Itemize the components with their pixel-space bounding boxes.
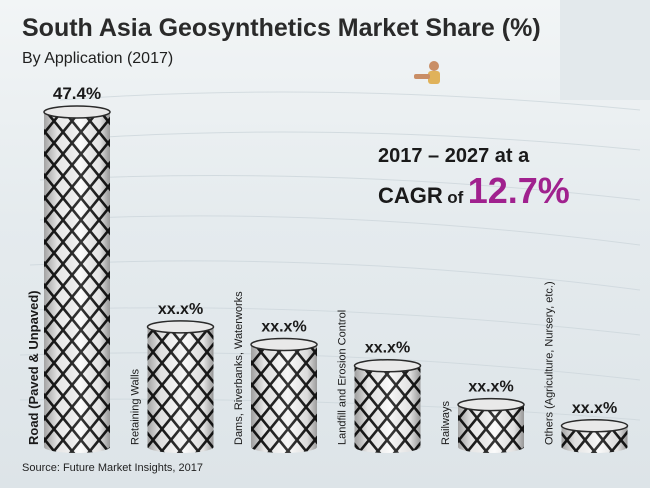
bar-top-cap — [250, 337, 318, 352]
bar-shading — [354, 359, 421, 453]
category-label-retaining-walls: Retaining Walls — [130, 368, 142, 445]
data-label-landfill-and-erosion-control: xx.x% — [365, 340, 410, 357]
bar-top-cap — [560, 419, 629, 433]
bar-dams-riverbanks-waterworks — [250, 337, 318, 453]
bar-landfill-and-erosion-control — [353, 358, 422, 453]
bar-retaining-walls — [146, 320, 215, 453]
source-note: Source: Future Market Insights, 2017 — [22, 462, 203, 474]
data-label-railways: xx.x% — [468, 379, 513, 396]
bar-shading — [251, 338, 317, 453]
data-label-others-agriculture-nursery-etc: xx.x% — [572, 400, 617, 417]
cagr-period-text: 2017 – 2027 at a — [378, 145, 530, 167]
data-label-road-paved-unpaved: 47.4% — [53, 84, 101, 103]
worker-figure — [414, 61, 440, 84]
bar-road-paved-unpaved — [43, 105, 111, 453]
category-label-dams-riverbanks-waterworks: Dams, Riverbanks, Waterworks — [233, 291, 245, 445]
bar-shading — [44, 106, 110, 453]
data-label-retaining-walls: xx.x% — [158, 301, 203, 318]
data-label-dams-riverbanks-waterworks: xx.x% — [261, 319, 306, 336]
category-label-road-paved-unpaved: Road (Paved & Unpaved) — [26, 290, 41, 445]
bar-others-agriculture-nursery-etc — [560, 419, 629, 453]
bar-railways — [457, 397, 525, 453]
bar-top-cap — [43, 105, 111, 119]
cagr-value: 12.7% — [467, 170, 570, 211]
category-label-others-agriculture-nursery-etc: Others (Agriculture, Nursery, etc.) — [544, 281, 556, 445]
bar-shading — [147, 320, 214, 453]
cagr-statement: CAGR of 12.7% — [378, 170, 570, 212]
cagr-label: CAGR — [378, 183, 443, 208]
chart-title: South Asia Geosynthetics Market Share (%… — [22, 14, 541, 42]
bar-top-cap — [457, 397, 525, 412]
bar-top-cap — [353, 358, 422, 373]
cagr-of-text: of — [447, 188, 464, 207]
bar-top-cap — [146, 320, 215, 334]
category-label-landfill-and-erosion-control: Landfill and Erosion Control — [337, 310, 349, 445]
chart-subtitle: By Application (2017) — [22, 50, 174, 67]
category-label-railways: Railways — [440, 400, 452, 445]
bar-shading — [458, 398, 524, 453]
